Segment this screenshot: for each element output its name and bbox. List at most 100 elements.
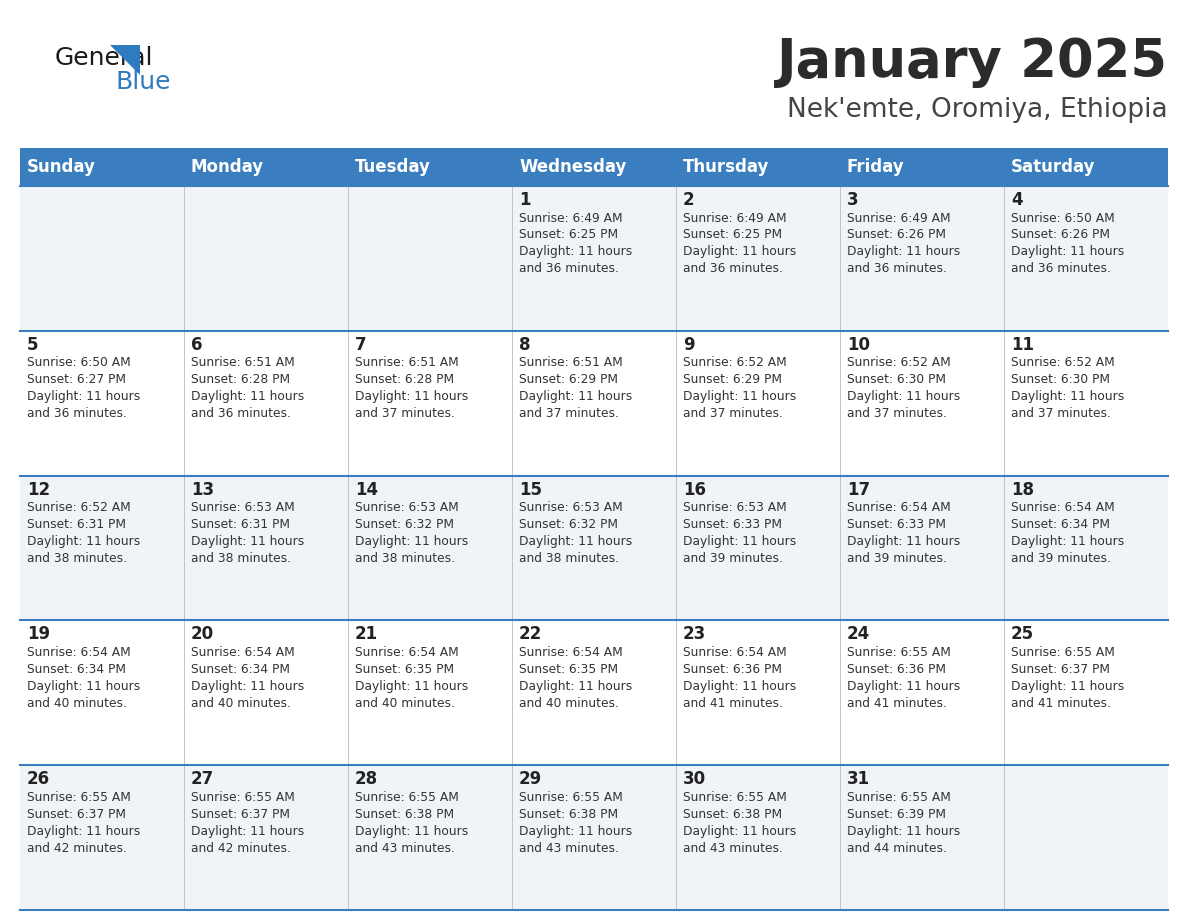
Text: and 37 minutes.: and 37 minutes. [683,408,783,420]
Text: Sunset: 6:35 PM: Sunset: 6:35 PM [519,663,618,676]
Bar [1004,476,1168,621]
Bar [184,766,348,910]
Text: Nek'emte, Oromiya, Ethiopia: Nek'emte, Oromiya, Ethiopia [788,97,1168,123]
Text: and 38 minutes.: and 38 minutes. [519,552,619,565]
Text: Daylight: 11 hours: Daylight: 11 hours [847,824,960,838]
Text: Sunset: 6:25 PM: Sunset: 6:25 PM [519,229,618,241]
Bar [840,186,1004,330]
Bar [184,148,348,186]
Text: Sunrise: 6:50 AM: Sunrise: 6:50 AM [1011,211,1114,225]
Text: Sunset: 6:36 PM: Sunset: 6:36 PM [847,663,946,676]
Text: 8: 8 [519,336,531,353]
Bar [20,476,184,621]
Text: Daylight: 11 hours: Daylight: 11 hours [683,535,796,548]
Text: and 42 minutes.: and 42 minutes. [191,842,291,855]
Text: Tuesday: Tuesday [355,158,431,176]
Text: Sunrise: 6:54 AM: Sunrise: 6:54 AM [683,646,786,659]
Text: and 44 minutes.: and 44 minutes. [847,842,947,855]
Text: and 38 minutes.: and 38 minutes. [355,552,455,565]
Text: Sunrise: 6:55 AM: Sunrise: 6:55 AM [847,790,950,803]
Bar [348,766,512,910]
Text: Sunrise: 6:53 AM: Sunrise: 6:53 AM [191,501,295,514]
Text: Sunrise: 6:49 AM: Sunrise: 6:49 AM [683,211,786,225]
Text: Sunrise: 6:51 AM: Sunrise: 6:51 AM [191,356,295,369]
Text: Daylight: 11 hours: Daylight: 11 hours [27,824,140,838]
Text: Daylight: 11 hours: Daylight: 11 hours [519,680,632,693]
Bar [20,148,184,186]
Bar [348,621,512,766]
Bar [512,621,676,766]
Text: Daylight: 11 hours: Daylight: 11 hours [355,824,468,838]
Bar [512,148,676,186]
Text: Sunset: 6:36 PM: Sunset: 6:36 PM [683,663,782,676]
Text: 13: 13 [191,481,214,498]
Text: Daylight: 11 hours: Daylight: 11 hours [519,390,632,403]
Text: 11: 11 [1011,336,1034,353]
Text: 29: 29 [519,770,542,789]
Text: January 2025: January 2025 [777,36,1168,88]
Text: and 36 minutes.: and 36 minutes. [683,263,783,275]
Text: 18: 18 [1011,481,1034,498]
Text: Daylight: 11 hours: Daylight: 11 hours [191,535,304,548]
Text: and 40 minutes.: and 40 minutes. [519,697,619,710]
Text: Sunset: 6:38 PM: Sunset: 6:38 PM [355,808,454,821]
Text: 31: 31 [847,770,870,789]
Text: Daylight: 11 hours: Daylight: 11 hours [683,680,796,693]
Text: Sunrise: 6:54 AM: Sunrise: 6:54 AM [519,646,623,659]
Text: 10: 10 [847,336,870,353]
Text: Daylight: 11 hours: Daylight: 11 hours [683,824,796,838]
Bar [512,330,676,476]
Text: Sunrise: 6:54 AM: Sunrise: 6:54 AM [1011,501,1114,514]
Bar [840,330,1004,476]
Text: Sunrise: 6:55 AM: Sunrise: 6:55 AM [191,790,295,803]
Bar [676,621,840,766]
Text: Sunrise: 6:50 AM: Sunrise: 6:50 AM [27,356,131,369]
Text: 19: 19 [27,625,50,644]
Bar [348,476,512,621]
Text: Sunset: 6:32 PM: Sunset: 6:32 PM [355,518,454,532]
Text: Wednesday: Wednesday [519,158,626,176]
Bar [184,621,348,766]
Bar [348,330,512,476]
Text: and 37 minutes.: and 37 minutes. [847,408,947,420]
Text: 16: 16 [683,481,706,498]
Text: Sunset: 6:38 PM: Sunset: 6:38 PM [519,808,618,821]
Text: 12: 12 [27,481,50,498]
Text: and 39 minutes.: and 39 minutes. [683,552,783,565]
Text: Daylight: 11 hours: Daylight: 11 hours [355,680,468,693]
Text: Daylight: 11 hours: Daylight: 11 hours [519,245,632,259]
Text: 23: 23 [683,625,706,644]
Text: General: General [55,46,153,70]
Bar [676,766,840,910]
Text: and 41 minutes.: and 41 minutes. [683,697,783,710]
Bar [348,186,512,330]
Text: and 38 minutes.: and 38 minutes. [191,552,291,565]
Bar [184,330,348,476]
Text: Sunrise: 6:53 AM: Sunrise: 6:53 AM [355,501,459,514]
Text: 6: 6 [191,336,202,353]
Text: and 43 minutes.: and 43 minutes. [683,842,783,855]
Text: Sunrise: 6:55 AM: Sunrise: 6:55 AM [27,790,131,803]
Text: and 37 minutes.: and 37 minutes. [355,408,455,420]
Text: 22: 22 [519,625,542,644]
Bar [1004,766,1168,910]
Text: Saturday: Saturday [1011,158,1095,176]
Text: Sunset: 6:28 PM: Sunset: 6:28 PM [355,374,454,386]
Bar [20,330,184,476]
Bar [512,476,676,621]
Text: and 43 minutes.: and 43 minutes. [519,842,619,855]
Text: Daylight: 11 hours: Daylight: 11 hours [683,245,796,259]
Text: Daylight: 11 hours: Daylight: 11 hours [355,535,468,548]
Text: 4: 4 [1011,191,1023,209]
Text: Daylight: 11 hours: Daylight: 11 hours [519,535,632,548]
Text: and 37 minutes.: and 37 minutes. [519,408,619,420]
Text: 21: 21 [355,625,378,644]
Text: Sunset: 6:27 PM: Sunset: 6:27 PM [27,374,126,386]
Text: Sunset: 6:33 PM: Sunset: 6:33 PM [683,518,782,532]
Text: Daylight: 11 hours: Daylight: 11 hours [847,245,960,259]
Bar [184,186,348,330]
Text: Sunrise: 6:52 AM: Sunrise: 6:52 AM [1011,356,1114,369]
Text: Daylight: 11 hours: Daylight: 11 hours [27,535,140,548]
Text: Sunrise: 6:52 AM: Sunrise: 6:52 AM [847,356,950,369]
Text: Daylight: 11 hours: Daylight: 11 hours [847,390,960,403]
